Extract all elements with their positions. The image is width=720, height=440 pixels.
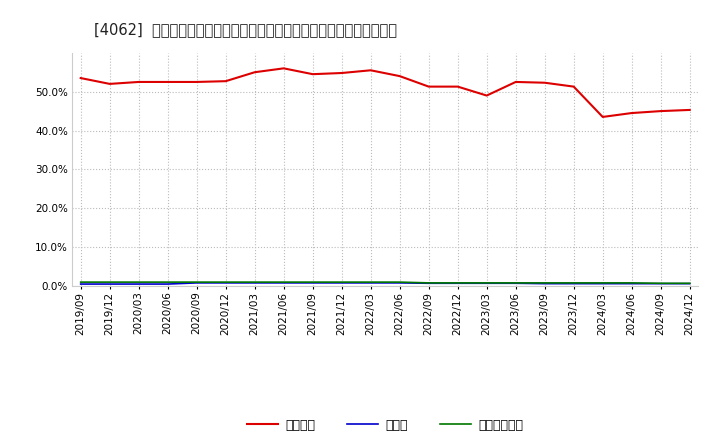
繰延税金資産	[395, 279, 404, 285]
繰延税金資産	[511, 280, 520, 286]
のれん	[657, 281, 665, 286]
のれん	[454, 281, 462, 286]
のれん	[251, 280, 259, 286]
繰延税金資産	[424, 280, 433, 286]
のれん	[685, 281, 694, 286]
のれん	[279, 280, 288, 286]
自己資本	[192, 79, 201, 84]
繰延税金資産	[308, 279, 317, 285]
のれん	[135, 282, 143, 287]
繰延税金資産	[454, 280, 462, 286]
繰延税金資産	[598, 280, 607, 286]
のれん	[308, 280, 317, 286]
繰延税金資産	[192, 279, 201, 285]
自己資本	[105, 81, 114, 87]
自己資本	[308, 72, 317, 77]
のれん	[76, 282, 85, 287]
のれん	[163, 282, 172, 287]
のれん	[221, 280, 230, 286]
のれん	[395, 280, 404, 286]
繰延税金資産	[627, 280, 636, 286]
自己資本	[366, 68, 375, 73]
自己資本	[570, 84, 578, 89]
繰延税金資産	[482, 280, 491, 286]
Legend: 自己資本, のれん, 繰延税金資産: 自己資本, のれん, 繰延税金資産	[242, 414, 528, 436]
繰延税金資産	[541, 280, 549, 286]
繰延税金資産	[251, 279, 259, 285]
繰延税金資産	[570, 280, 578, 286]
自己資本	[482, 93, 491, 98]
Text: [4062]  自己資本、のれん、繰延税金資産の総資産に対する比率の推移: [4062] 自己資本、のれん、繰延税金資産の総資産に対する比率の推移	[94, 22, 397, 37]
自己資本	[511, 79, 520, 84]
のれん	[366, 280, 375, 286]
繰延税金資産	[163, 279, 172, 285]
自己資本	[76, 75, 85, 81]
繰延税金資産	[279, 279, 288, 285]
のれん	[105, 282, 114, 287]
繰延税金資産	[657, 281, 665, 286]
のれん	[482, 281, 491, 286]
自己資本	[135, 79, 143, 84]
自己資本	[251, 70, 259, 75]
繰延税金資産	[685, 281, 694, 286]
繰延税金資産	[338, 279, 346, 285]
自己資本	[163, 79, 172, 84]
のれん	[424, 281, 433, 286]
自己資本	[279, 66, 288, 71]
自己資本	[598, 114, 607, 120]
自己資本	[454, 84, 462, 89]
繰延税金資産	[76, 279, 85, 285]
繰延税金資産	[366, 279, 375, 285]
自己資本	[338, 70, 346, 76]
Line: 自己資本: 自己資本	[81, 68, 690, 117]
自己資本	[541, 80, 549, 85]
Line: のれん: のれん	[81, 283, 690, 284]
繰延税金資産	[221, 279, 230, 285]
のれん	[338, 280, 346, 286]
自己資本	[627, 110, 636, 116]
自己資本	[657, 108, 665, 114]
のれん	[192, 280, 201, 286]
のれん	[541, 281, 549, 286]
のれん	[570, 281, 578, 286]
自己資本	[685, 107, 694, 113]
繰延税金資産	[135, 279, 143, 285]
のれん	[627, 281, 636, 286]
自己資本	[395, 73, 404, 79]
Line: 繰延税金資産: 繰延税金資産	[81, 282, 690, 283]
のれん	[598, 281, 607, 286]
自己資本	[424, 84, 433, 89]
繰延税金資産	[105, 279, 114, 285]
自己資本	[221, 78, 230, 84]
のれん	[511, 281, 520, 286]
